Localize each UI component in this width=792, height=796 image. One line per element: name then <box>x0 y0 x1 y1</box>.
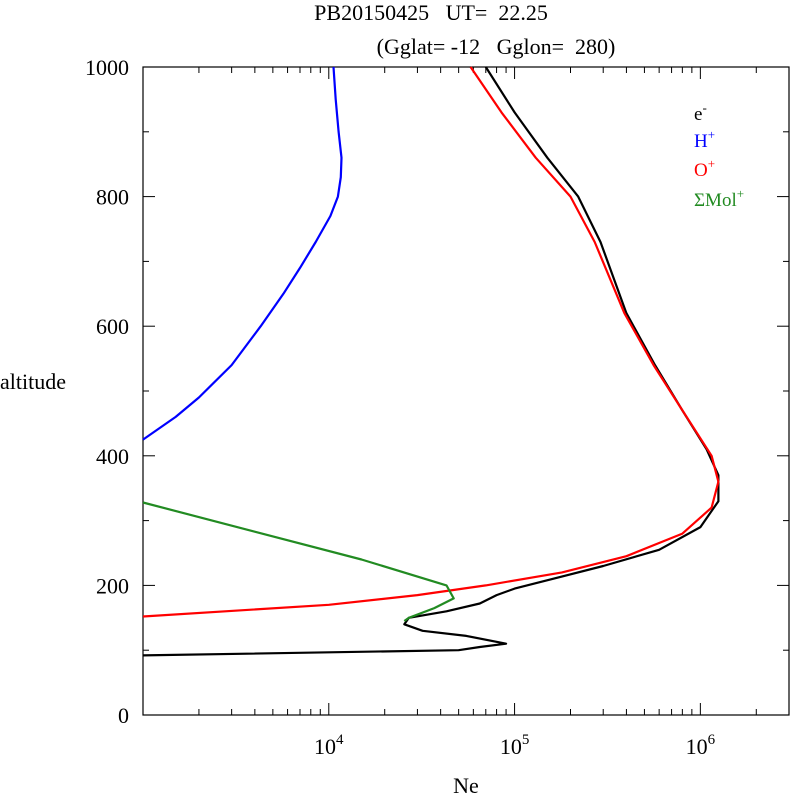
y-tick-label: 800 <box>96 185 129 210</box>
legend-entry: e- <box>694 100 707 125</box>
y-tick-label: 200 <box>96 573 129 598</box>
series-line-1 <box>142 66 343 441</box>
x-axis-label: Ne <box>453 773 479 796</box>
y-tick-label: 1000 <box>85 55 129 80</box>
series-line-0 <box>142 66 720 657</box>
x-tick-label: 106 <box>686 732 716 759</box>
series-line-3 <box>142 501 455 622</box>
y-tick-label: 600 <box>96 314 129 339</box>
series-layer <box>142 66 720 657</box>
legend-entry: ΣMol+ <box>694 186 744 211</box>
chart-title-line1: PB20150425 UT= 22.25 <box>314 0 548 25</box>
legend-entry: H+ <box>694 127 715 152</box>
chart-title-line2: (Gglat= -12 Gglon= 280) <box>377 34 616 59</box>
y-tick-label: 0 <box>118 703 129 728</box>
legend: e-H+ O+ ΣMol+ <box>694 100 744 211</box>
y-axis-label: altitude <box>0 369 66 394</box>
plot-frame <box>142 66 790 716</box>
axis-ticks: 0 200 400 600 800 1000 104 105 106 <box>85 55 790 759</box>
x-tick-label: 104 <box>314 732 344 759</box>
legend-entry: O+ <box>694 156 715 181</box>
y-tick-label: 400 <box>96 444 129 469</box>
x-tick-label: 105 <box>500 732 530 759</box>
series-line-2 <box>142 66 720 618</box>
